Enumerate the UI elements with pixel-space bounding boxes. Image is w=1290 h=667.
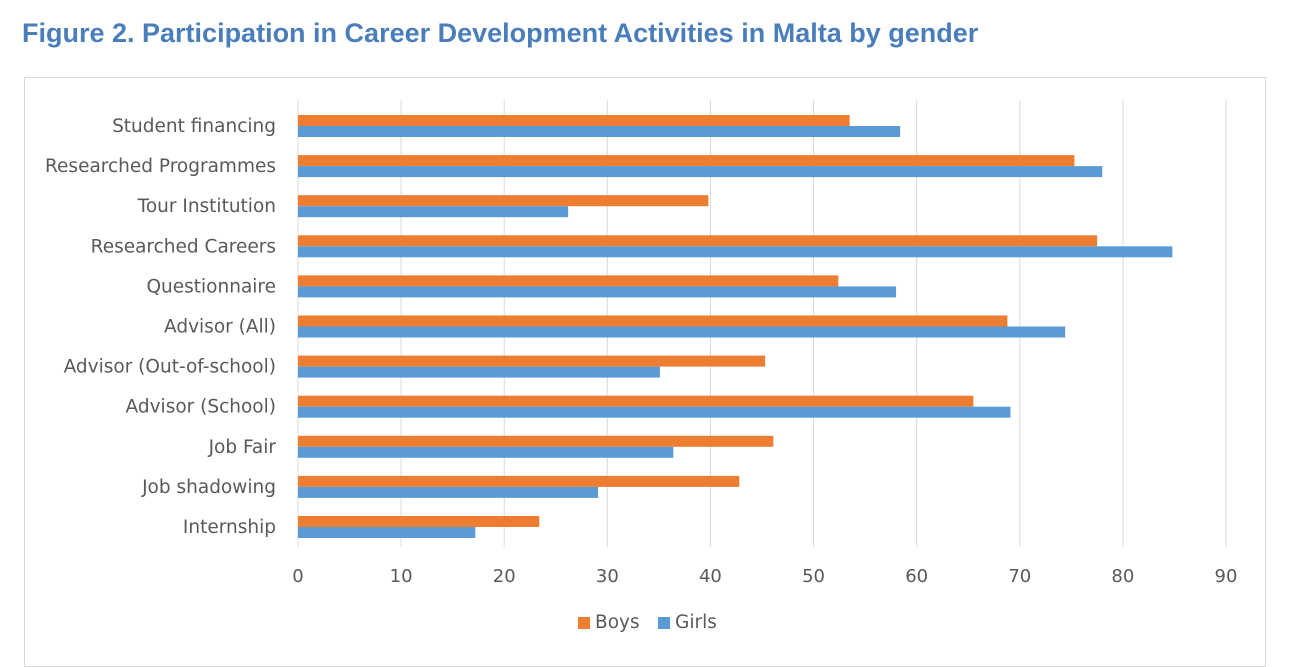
- boys-bar: [298, 435, 774, 447]
- category-label: Student financing: [112, 116, 276, 137]
- category-label: Researched Programmes: [45, 156, 276, 177]
- category-label: Advisor (All): [164, 317, 276, 338]
- x-tick-label: 20: [493, 566, 516, 587]
- boys-bar: [298, 195, 709, 207]
- legend-swatch: [578, 617, 590, 629]
- boys-bar: [298, 275, 839, 287]
- category-label: Advisor (Out-of-school): [64, 357, 276, 378]
- girls-bar: [298, 366, 660, 378]
- category-label: Advisor (School): [126, 397, 276, 418]
- boys-bar: [298, 235, 1098, 247]
- girls-bar: [298, 206, 569, 218]
- category-label: Questionnaire: [146, 276, 276, 297]
- boys-bar: [298, 315, 1008, 327]
- legend-label: Boys: [595, 612, 640, 633]
- girls-bar: [298, 406, 1011, 418]
- x-tick-label: 0: [292, 566, 303, 587]
- boys-bar: [298, 115, 850, 126]
- girls-bar: [298, 486, 599, 498]
- girls-bar: [298, 527, 476, 538]
- legend-label: Girls: [675, 612, 717, 633]
- girls-bar: [298, 446, 674, 458]
- girls-bar: [298, 126, 901, 137]
- girls-bar: [298, 326, 1066, 338]
- category-label: Internship: [183, 517, 276, 538]
- girls-bar: [298, 246, 1173, 258]
- x-tick-label: 10: [390, 566, 413, 587]
- x-tick-label: 80: [1111, 566, 1134, 587]
- x-tick-label: 90: [1215, 566, 1238, 587]
- x-tick-label: 30: [596, 566, 619, 587]
- category-label: Researched Careers: [91, 236, 276, 257]
- category-label: Tour Institution: [137, 196, 276, 217]
- x-tick-label: 70: [1008, 566, 1031, 587]
- x-tick-label: 40: [699, 566, 722, 587]
- boys-bar: [298, 516, 540, 527]
- category-label: Job Fair: [208, 437, 277, 458]
- x-tick-label: 60: [905, 566, 928, 587]
- girls-bar: [298, 286, 897, 298]
- boys-bar: [298, 395, 974, 407]
- chart-area: 0 10 20 30 40 50 60 70 80 90 Student financing Rese…: [24, 77, 1266, 667]
- legend-swatch: [658, 617, 670, 629]
- boys-bar: [298, 475, 740, 487]
- category-label: Job shadowing: [141, 477, 276, 498]
- boys-bar: [298, 355, 766, 367]
- x-tick-label: 50: [802, 566, 825, 587]
- figure-title: Figure 2. Participation in Career Develo…: [22, 18, 979, 48]
- bar-chart: 0 10 20 30 40 50 60 70 80 90 Student financing Rese…: [45, 100, 1238, 633]
- girls-bar: [298, 166, 1103, 178]
- boys-bar: [298, 155, 1075, 167]
